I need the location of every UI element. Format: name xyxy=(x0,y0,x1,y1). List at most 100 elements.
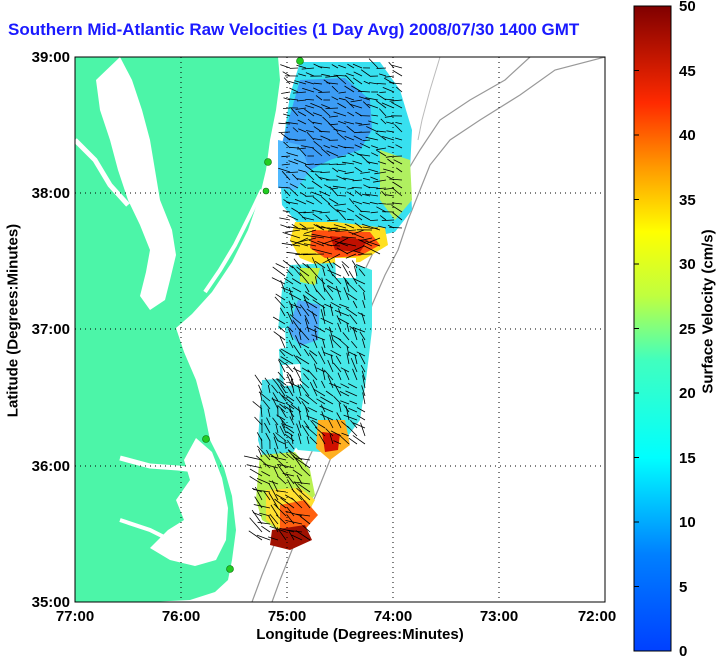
velocity-arrow xyxy=(288,287,294,301)
velocity-arrow xyxy=(309,350,318,357)
velocity-arrow xyxy=(326,82,339,85)
velocity-arrow xyxy=(313,140,323,149)
velocity-arrow xyxy=(369,82,379,85)
velocity-arrow xyxy=(338,91,347,94)
velocity-arrow xyxy=(347,111,355,117)
velocity-arrow xyxy=(278,527,295,533)
velocity-arrow xyxy=(286,385,294,397)
velocity-arrow xyxy=(254,486,263,501)
velocity-arrow xyxy=(346,346,350,357)
velocity-arrow xyxy=(294,80,307,85)
velocity-arrow xyxy=(330,354,334,365)
velocity-arrow xyxy=(346,73,355,77)
velocity-arrow xyxy=(327,417,334,429)
velocity-arrow xyxy=(260,404,263,418)
velocity-arrow xyxy=(297,111,307,117)
velocity-arrow xyxy=(282,210,291,213)
velocity-arrow xyxy=(292,368,302,373)
velocity-arrow xyxy=(256,432,263,442)
velocity-arrow xyxy=(375,132,387,141)
velocity-arrow xyxy=(284,229,301,233)
velocity-arrow xyxy=(352,368,358,381)
velocity-arrow xyxy=(312,213,323,221)
velocity-arrow xyxy=(368,186,379,189)
velocity-arrow xyxy=(286,374,294,389)
velocity-arrow xyxy=(299,342,310,349)
velocity-arrow xyxy=(348,407,358,413)
velocity-arrow xyxy=(347,152,355,157)
velocity-arrow xyxy=(314,173,323,181)
velocity-arrow xyxy=(296,423,302,437)
velocity-arrow xyxy=(312,379,318,389)
velocity-arrow xyxy=(273,503,287,517)
velocity-arrow xyxy=(356,407,366,413)
velocity-arrow xyxy=(361,223,381,231)
velocity-arrow xyxy=(338,317,350,325)
velocity-arrow xyxy=(361,156,371,165)
velocity-arrow xyxy=(267,384,271,394)
velocity-arrow xyxy=(314,328,318,341)
velocity-arrow xyxy=(299,379,310,389)
velocity-arrow xyxy=(290,305,294,317)
velocity-arrow xyxy=(283,199,291,205)
velocity-arrow xyxy=(362,245,381,255)
velocity-arrow xyxy=(295,237,317,244)
velocity-arrow xyxy=(336,418,342,429)
velocity-arrow xyxy=(352,300,358,309)
velocity-arrow xyxy=(365,136,379,141)
velocity-arrow xyxy=(289,410,295,418)
velocity-arrow xyxy=(359,142,371,149)
velocity-arrow xyxy=(336,175,347,181)
velocity-arrow xyxy=(278,359,286,373)
velocity-arrow xyxy=(261,525,271,533)
velocity-arrow xyxy=(282,232,301,239)
velocity-arrow xyxy=(312,209,323,213)
velocity-arrow xyxy=(288,160,299,165)
velocity-arrow xyxy=(308,239,325,247)
velocity-arrow xyxy=(314,426,326,437)
velocity-arrow xyxy=(307,118,315,125)
velocity-arrow xyxy=(271,384,279,394)
velocity-arrow xyxy=(345,405,350,421)
velocity-arrow xyxy=(382,87,395,93)
velocity-arrow xyxy=(281,420,286,429)
velocity-arrow xyxy=(288,98,299,101)
velocity-arrow xyxy=(348,270,358,285)
velocity-arrow xyxy=(275,293,286,301)
velocity-arrow xyxy=(297,433,302,445)
velocity-arrow xyxy=(272,392,279,402)
velocity-arrow xyxy=(389,99,403,102)
velocity-arrow xyxy=(319,211,331,214)
velocity-arrow xyxy=(304,80,315,85)
velocity-arrow xyxy=(312,338,318,349)
velocity-arrow xyxy=(272,378,279,386)
velocity-arrow xyxy=(337,322,342,333)
velocity-arrow xyxy=(354,190,363,197)
velocity-arrow xyxy=(265,432,271,442)
velocity-arrow xyxy=(287,214,299,221)
velocity-arrow xyxy=(329,334,334,349)
velocity-arrow xyxy=(270,504,279,517)
velocity-arrow xyxy=(293,258,302,269)
velocity-arrow xyxy=(334,310,350,317)
velocity-arrow xyxy=(291,223,299,229)
colorbar-label: Surface Velocity (cm/s) xyxy=(699,229,717,394)
velocity-arrow xyxy=(299,272,310,285)
velocity-arrow xyxy=(266,417,271,426)
velocity-arrow xyxy=(336,75,347,85)
velocity-arrow xyxy=(298,420,302,429)
velocity-arrow xyxy=(278,122,291,125)
velocity-arrow xyxy=(333,128,347,133)
velocity-arrow xyxy=(340,383,350,389)
velocity-arrow xyxy=(301,367,310,373)
velocity-arrow xyxy=(316,367,326,373)
velocity-arrow xyxy=(306,436,310,445)
velocity-arrow xyxy=(303,243,317,247)
velocity-arrow xyxy=(281,423,287,434)
station-marker xyxy=(226,565,234,573)
velocity-arrow xyxy=(322,116,331,125)
velocity-arrow xyxy=(278,460,287,469)
velocity-arrow xyxy=(348,198,355,205)
velocity-arrow xyxy=(280,356,294,365)
cb-tick: 30 xyxy=(679,256,696,273)
